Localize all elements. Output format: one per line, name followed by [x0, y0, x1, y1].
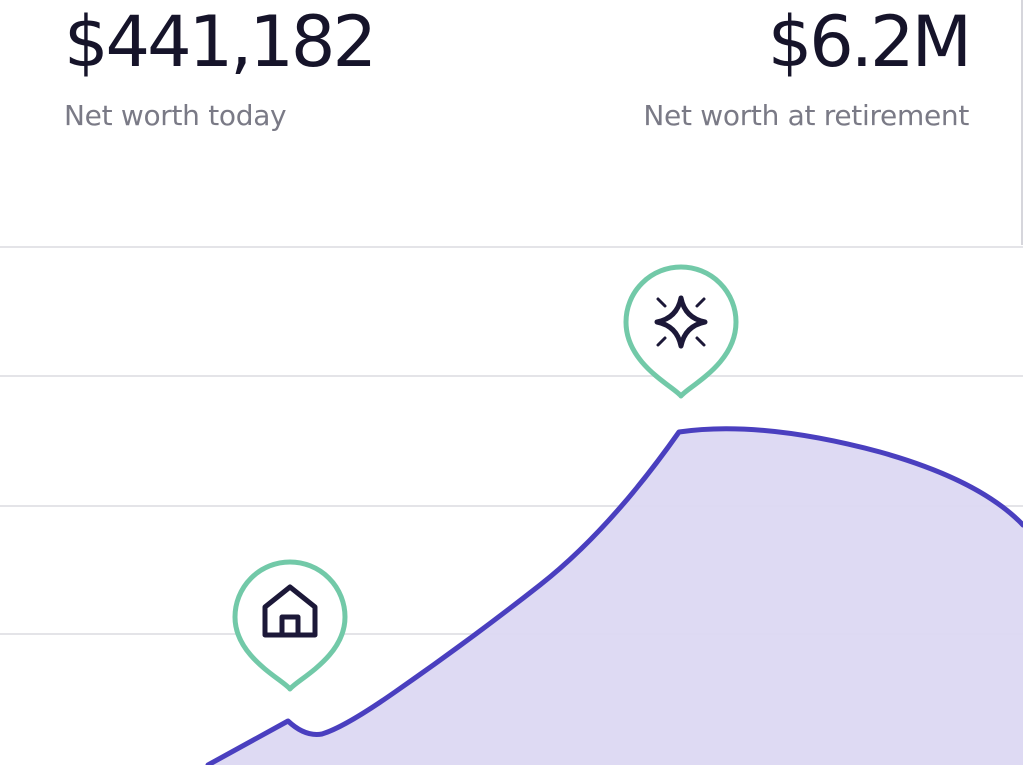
marker-pin: [623, 264, 739, 399]
sparkle-marker[interactable]: [623, 264, 739, 399]
net-worth-today: $441,182 Net worth today: [64, 1, 377, 134]
net-worth-line: [205, 426, 1023, 765]
net-worth-today-label: Net worth today: [64, 99, 287, 132]
panel-edge: [1021, 0, 1023, 245]
net-worth-retirement-value: $6.2M: [767, 1, 972, 83]
net-worth-retirement-label: Net worth at retirement: [643, 99, 969, 132]
home-marker[interactable]: [232, 559, 348, 692]
home-icon: [262, 584, 318, 638]
net-worth-today-value: $441,182: [64, 1, 377, 83]
sparkle-icon: [654, 295, 708, 349]
net-worth-retirement: $6.2M Net worth at retirement: [643, 1, 972, 134]
marker-pin: [232, 559, 348, 692]
